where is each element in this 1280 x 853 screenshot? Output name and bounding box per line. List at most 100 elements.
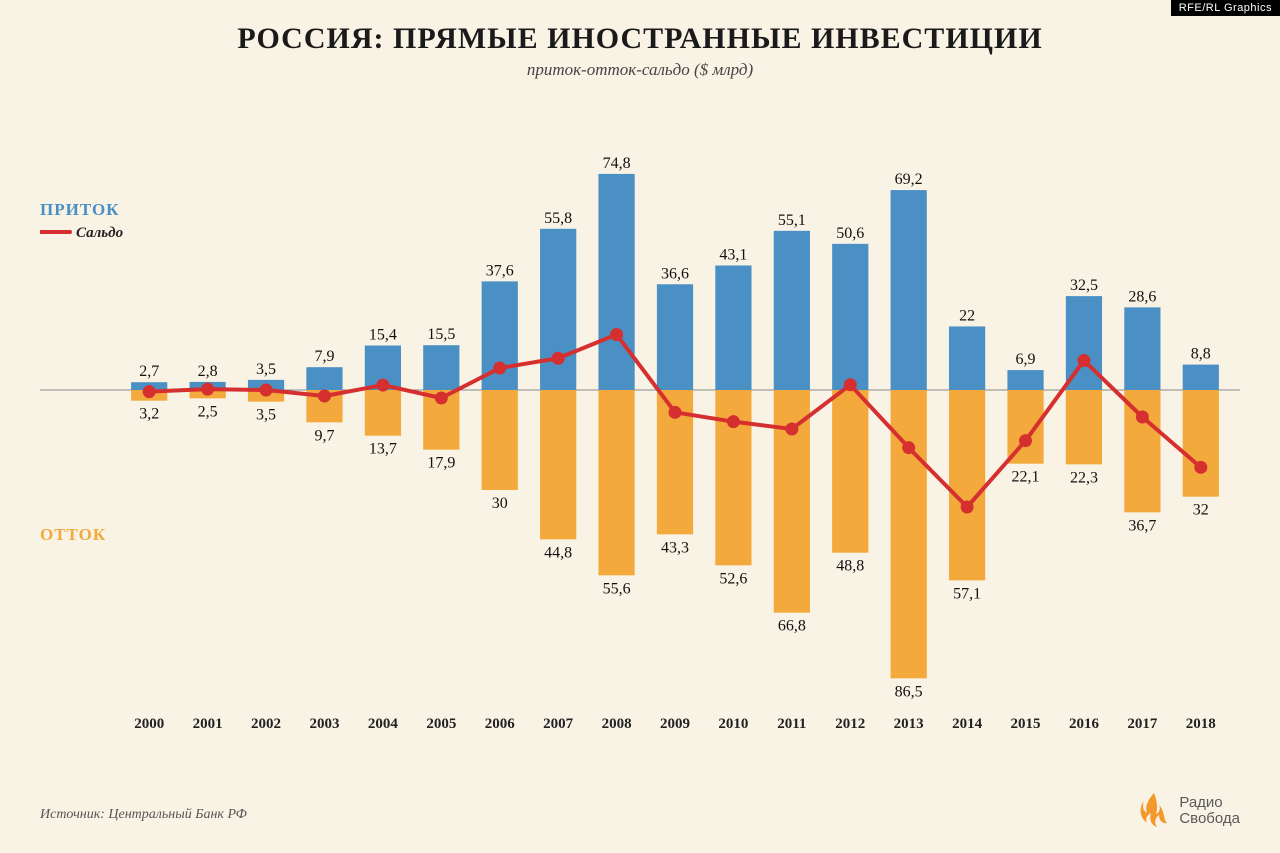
inflow-label: 3,5 [256, 361, 276, 378]
year-label: 2002 [251, 716, 281, 732]
outflow-label: 55,6 [603, 580, 631, 597]
balance-marker [727, 416, 739, 428]
legend-inflow: ПРИТОК [40, 200, 120, 219]
balance-marker [1136, 411, 1148, 423]
inflow-label: 74,8 [603, 155, 631, 172]
outflow-label: 48,8 [836, 558, 864, 575]
balance-marker [669, 406, 681, 418]
outflow-label: 22,1 [1012, 469, 1040, 486]
inflow-label: 28,6 [1128, 288, 1156, 305]
balance-marker [377, 379, 389, 391]
year-label: 2003 [309, 716, 339, 732]
balance-marker [961, 501, 973, 513]
chart-subtitle: приток-отток-сальдо ($ млрд) [0, 60, 1280, 80]
outflow-bar [540, 390, 576, 539]
inflow-label: 69,2 [895, 171, 923, 188]
inflow-bar [306, 367, 342, 390]
year-label: 2016 [1069, 716, 1100, 732]
inflow-bar [1124, 307, 1160, 390]
year-label: 2007 [543, 716, 574, 732]
year-label: 2005 [426, 716, 456, 732]
inflow-bar [598, 174, 634, 390]
outflow-bar [365, 390, 401, 436]
outflow-label: 30 [492, 495, 508, 512]
outflow-bar [949, 390, 985, 580]
inflow-bar [657, 284, 693, 390]
outflow-label: 32 [1193, 502, 1209, 519]
year-label: 2011 [777, 716, 806, 732]
year-label: 2015 [1011, 716, 1041, 732]
inflow-label: 15,4 [369, 327, 397, 344]
outflow-bar [482, 390, 518, 490]
inflow-label: 15,5 [427, 326, 455, 343]
balance-marker [1078, 355, 1090, 367]
outflow-label: 52,6 [719, 570, 747, 587]
brand-logo: Радио Свобода [1137, 791, 1240, 831]
outflow-label: 17,9 [427, 455, 455, 472]
inflow-bar [540, 229, 576, 390]
inflow-label: 55,8 [544, 210, 572, 227]
balance-marker [1020, 435, 1032, 447]
balance-marker [435, 392, 447, 404]
outflow-label: 3,2 [139, 406, 159, 423]
balance-marker [786, 423, 798, 435]
year-label: 2012 [835, 716, 865, 732]
inflow-label: 6,9 [1016, 351, 1036, 368]
chart-svg: 2,73,220002,82,520013,53,520027,99,72003… [40, 100, 1240, 740]
balance-marker [494, 362, 506, 374]
inflow-label: 50,6 [836, 225, 864, 242]
outflow-label: 36,7 [1128, 517, 1156, 534]
year-label: 2014 [952, 716, 983, 732]
outflow-label: 57,1 [953, 585, 981, 602]
year-label: 2017 [1127, 716, 1158, 732]
legend-balance: Сальдо [76, 225, 123, 241]
inflow-bar [1183, 365, 1219, 390]
year-label: 2008 [602, 716, 632, 732]
outflow-bar [1183, 390, 1219, 497]
inflow-label: 32,5 [1070, 277, 1098, 294]
outflow-label: 22,3 [1070, 469, 1098, 486]
brand-line2: Свобода [1179, 811, 1240, 827]
inflow-bar [715, 265, 751, 390]
balance-marker [260, 384, 272, 396]
inflow-bar [891, 190, 927, 390]
inflow-label: 8,8 [1191, 346, 1211, 363]
inflow-bar [423, 345, 459, 390]
outflow-label: 66,8 [778, 618, 806, 635]
outflow-bar [1066, 390, 1102, 464]
brand-text: Радио Свобода [1179, 795, 1240, 827]
inflow-label: 43,1 [719, 246, 747, 263]
year-label: 2001 [193, 716, 223, 732]
source-text: Источник: Центральный Банк РФ [40, 807, 247, 823]
year-label: 2004 [368, 716, 399, 732]
year-label: 2006 [485, 716, 515, 732]
outflow-label: 13,7 [369, 441, 397, 458]
outflow-label: 86,5 [895, 683, 923, 700]
inflow-bar [832, 244, 868, 390]
inflow-label: 2,7 [139, 363, 159, 380]
brand-line1: Радио [1179, 795, 1240, 811]
inflow-label: 22 [959, 307, 975, 324]
balance-marker [552, 352, 564, 364]
balance-marker [318, 390, 330, 402]
inflow-bar [774, 231, 810, 390]
year-label: 2000 [134, 716, 164, 732]
year-label: 2013 [894, 716, 924, 732]
outflow-bar [832, 390, 868, 553]
inflow-label: 7,9 [314, 348, 334, 365]
balance-marker [202, 383, 214, 395]
year-label: 2009 [660, 716, 690, 732]
balance-marker [903, 442, 915, 454]
legend-outflow: ОТТОК [40, 525, 106, 544]
inflow-label: 36,6 [661, 265, 689, 282]
outflow-label: 3,5 [256, 407, 276, 424]
balance-marker [611, 329, 623, 341]
outflow-label: 44,8 [544, 544, 572, 561]
inflow-label: 55,1 [778, 212, 806, 229]
inflow-label: 37,6 [486, 262, 514, 279]
flame-icon [1137, 791, 1171, 831]
outflow-bar [1124, 390, 1160, 512]
inflow-bar [1007, 370, 1043, 390]
chart-area: 2,73,220002,82,520013,53,520027,99,72003… [40, 100, 1240, 740]
graphics-badge: RFE/RL Graphics [1171, 0, 1280, 16]
